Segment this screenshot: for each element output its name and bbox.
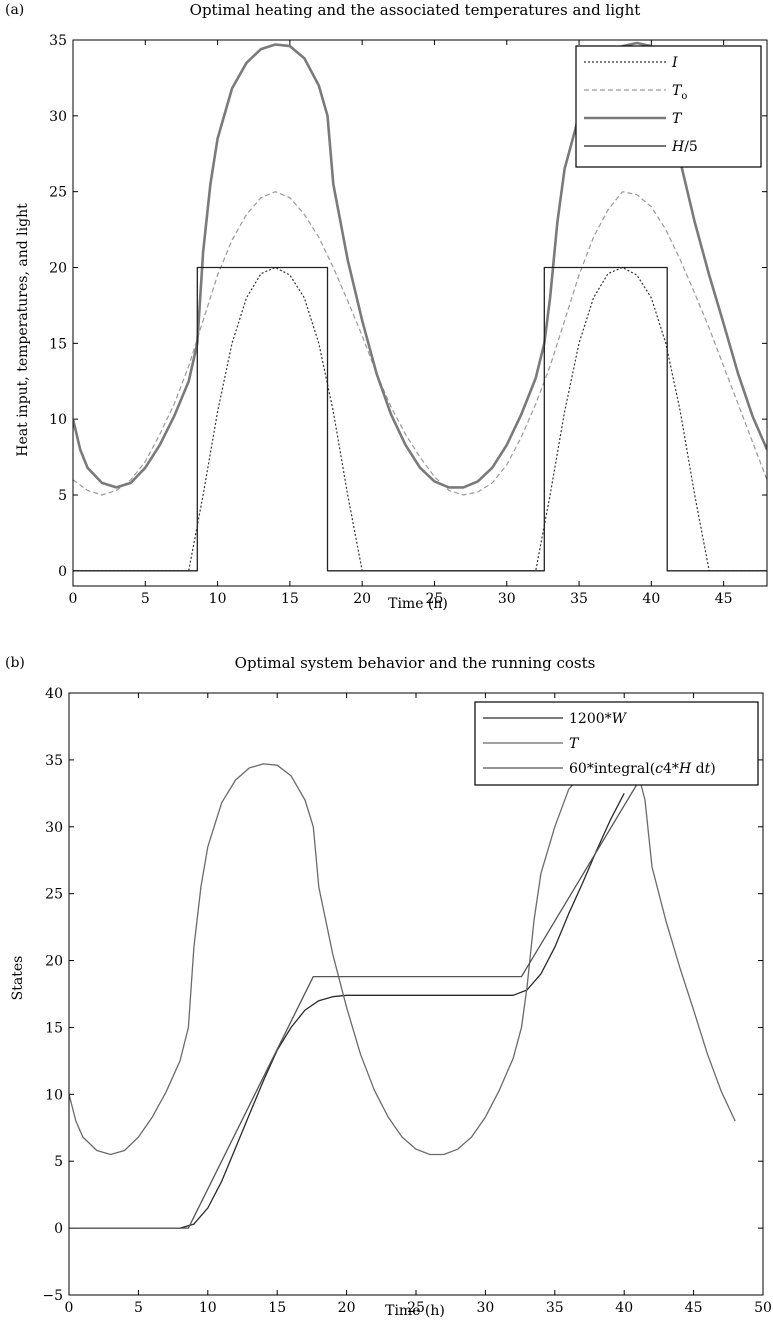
panel-a-xtick-label: 30 bbox=[498, 591, 516, 607]
panel-a-ytick-label: 10 bbox=[49, 412, 67, 428]
panel-b-series bbox=[69, 761, 736, 1229]
panel-a-legend-box bbox=[575, 45, 762, 168]
panel-b-ytick-label: 10 bbox=[45, 1087, 63, 1103]
panel-b-xtick-label: 25 bbox=[407, 1300, 425, 1316]
panel-b-xtick-label: 15 bbox=[268, 1300, 286, 1316]
panel-b-xtick-label: 35 bbox=[546, 1300, 564, 1316]
panel-a-xlabel: Time (h) bbox=[388, 596, 448, 612]
panel-a-ylabel: Heat input, temperatures, and light bbox=[15, 203, 31, 457]
panel-a-xtick-label: 20 bbox=[353, 591, 371, 607]
panel-b-xtick-label: 20 bbox=[338, 1300, 356, 1316]
panel-b-xtick-label: 45 bbox=[685, 1300, 703, 1316]
panel-b-axes-box bbox=[68, 692, 764, 1296]
panel-a: (a) Optimal heating and the associated t… bbox=[5, 1, 768, 612]
panel-a-legend-label-2: T bbox=[672, 111, 683, 127]
panel-a-legend: I To T H/5 bbox=[575, 45, 762, 168]
panel-a-legend-label-3: H/5 bbox=[671, 139, 698, 155]
panel-a-series-line-3 bbox=[73, 266, 767, 572]
panel-a-xtick-label: 10 bbox=[209, 591, 227, 607]
panel-a-xtick-label: 35 bbox=[570, 591, 588, 607]
panel-a-ytick-label: 15 bbox=[49, 336, 67, 352]
panel-a-xtick-label: 40 bbox=[642, 591, 660, 607]
panel-a-xtick-label: 45 bbox=[715, 591, 733, 607]
panel-b-legend: 1200*W T 60*integral(c4*H dt) bbox=[474, 701, 759, 786]
panel-a-series-line-0 bbox=[73, 266, 767, 572]
panel-b-series-line-1 bbox=[69, 761, 736, 1156]
panel-b-xtick-label: 40 bbox=[615, 1300, 633, 1316]
panel-b-ytick-label: 15 bbox=[45, 1020, 63, 1036]
panel-b-xtick-label: 5 bbox=[134, 1300, 143, 1316]
panel-b-ylabel: States bbox=[10, 956, 26, 1001]
panel-a-ytick-label: 30 bbox=[49, 109, 67, 125]
panel-b-title: Optimal system behavior and the running … bbox=[235, 654, 596, 672]
panel-b-ytick-label: 20 bbox=[45, 954, 63, 970]
panel-b-ytick-label: −5 bbox=[42, 1288, 63, 1304]
panel-b-ytick-label: 35 bbox=[45, 753, 63, 769]
panel-a-series-line-1 bbox=[73, 191, 767, 496]
panel-a-label: (a) bbox=[5, 2, 24, 18]
panel-a-ticks: 0 5 10 15 20 25 30 35 40 45 0 5 10 15 20 25 30 35 bbox=[49, 33, 767, 607]
panel-a-title: Optimal heating and the associated tempe… bbox=[190, 1, 641, 19]
panel-b-legend-label-0: 1200*W bbox=[569, 711, 628, 727]
panel-a-axes-box bbox=[72, 39, 768, 587]
panel-b-xlabel: Time (h) bbox=[385, 1303, 445, 1319]
panel-b: (b) Optimal system behavior and the runn… bbox=[5, 654, 772, 1319]
panel-b-xtick-label: 10 bbox=[199, 1300, 217, 1316]
panel-b-legend-label-1: T bbox=[569, 736, 580, 752]
panel-b-ytick-label: 0 bbox=[54, 1221, 63, 1237]
panel-a-xtick-label: 0 bbox=[69, 591, 78, 607]
panel-a-legend-label-1: To bbox=[672, 83, 687, 102]
panel-b-xtick-label: 0 bbox=[65, 1300, 74, 1316]
panel-b-series-line-0 bbox=[69, 793, 625, 1229]
panel-b-ytick-label: 40 bbox=[45, 686, 63, 702]
panel-a-ytick-label: 5 bbox=[58, 488, 67, 504]
panel-b-label: (b) bbox=[5, 655, 25, 671]
panel-b-ytick-label: 5 bbox=[54, 1154, 63, 1170]
panel-a-legend-label-0: I bbox=[671, 55, 678, 71]
panel-b-xtick-label: 50 bbox=[754, 1300, 772, 1316]
panel-b-ytick-label: 30 bbox=[45, 820, 63, 836]
panel-a-ytick-label: 0 bbox=[58, 564, 67, 580]
panel-a-ytick-label: 35 bbox=[49, 33, 67, 49]
panel-b-xtick-label: 30 bbox=[476, 1300, 494, 1316]
panel-b-series-line-2 bbox=[69, 779, 641, 1229]
panel-a-ytick-label: 20 bbox=[49, 261, 67, 277]
panel-a-xtick-label: 15 bbox=[281, 591, 299, 607]
panel-a-xtick-label: 25 bbox=[426, 591, 444, 607]
panel-b-ytick-label: 25 bbox=[45, 887, 63, 903]
panel-a-xtick-label: 5 bbox=[141, 591, 150, 607]
panel-b-legend-label-2: 60*integral(c4*H dt) bbox=[569, 761, 716, 777]
panel-a-ytick-label: 25 bbox=[49, 185, 67, 201]
